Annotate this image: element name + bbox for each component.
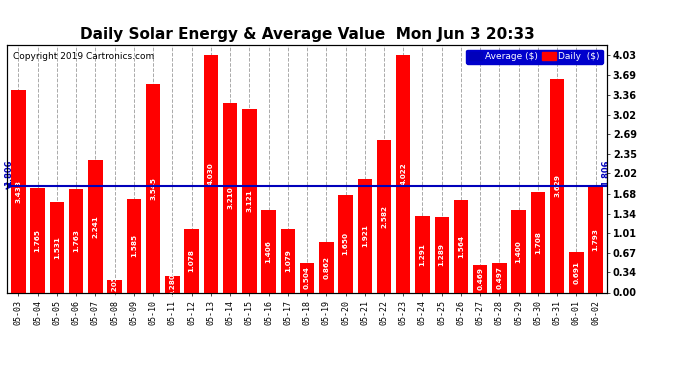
- Text: 3.121: 3.121: [246, 189, 253, 212]
- Bar: [88, 160, 103, 292]
- Bar: [454, 200, 469, 292]
- Text: 3.545: 3.545: [150, 177, 156, 200]
- Bar: [165, 276, 179, 292]
- Bar: [184, 229, 199, 292]
- Bar: [300, 263, 314, 292]
- Text: 1.585: 1.585: [131, 234, 137, 257]
- Text: 1.763: 1.763: [73, 229, 79, 252]
- Bar: [30, 189, 45, 292]
- Text: 1.406: 1.406: [266, 240, 272, 262]
- Text: 3.210: 3.210: [227, 186, 233, 209]
- Title: Daily Solar Energy & Average Value  Mon Jun 3 20:33: Daily Solar Energy & Average Value Mon J…: [79, 27, 535, 42]
- Text: 1.921: 1.921: [362, 225, 368, 248]
- Text: 0.497: 0.497: [496, 266, 502, 289]
- Text: 0.504: 0.504: [304, 266, 310, 289]
- Bar: [531, 192, 545, 292]
- Text: 1.806: 1.806: [601, 160, 610, 186]
- Text: 1.078: 1.078: [188, 249, 195, 272]
- Text: 0.691: 0.691: [573, 261, 580, 284]
- Text: 2.582: 2.582: [381, 205, 387, 228]
- Bar: [127, 199, 141, 292]
- Text: 1.564: 1.564: [458, 235, 464, 258]
- Bar: [262, 210, 276, 292]
- Bar: [511, 210, 526, 292]
- Text: 1.400: 1.400: [515, 240, 522, 262]
- Text: Copyright 2019 Cartronics.com: Copyright 2019 Cartronics.com: [13, 53, 154, 62]
- Bar: [146, 84, 160, 292]
- Text: 1.806: 1.806: [4, 160, 13, 186]
- Text: 1.708: 1.708: [535, 231, 541, 254]
- Bar: [338, 195, 353, 292]
- Bar: [69, 189, 83, 292]
- Bar: [11, 90, 26, 292]
- Text: 1.291: 1.291: [420, 243, 426, 266]
- Text: 1.289: 1.289: [439, 243, 445, 266]
- Text: 0.205: 0.205: [112, 275, 118, 298]
- Bar: [550, 79, 564, 292]
- Bar: [589, 187, 603, 292]
- Bar: [357, 179, 372, 292]
- Bar: [435, 216, 449, 292]
- Text: 1.079: 1.079: [285, 249, 290, 272]
- Text: 4.022: 4.022: [400, 163, 406, 185]
- Text: 0.469: 0.469: [477, 267, 483, 290]
- Text: 1.793: 1.793: [593, 228, 599, 251]
- Text: 0.280: 0.280: [169, 273, 175, 296]
- Text: 2.241: 2.241: [92, 215, 99, 238]
- Bar: [569, 252, 584, 292]
- Legend: Average ($), Daily  ($): Average ($), Daily ($): [466, 50, 602, 64]
- Bar: [319, 242, 333, 292]
- Bar: [396, 56, 411, 292]
- Bar: [50, 202, 64, 292]
- Bar: [204, 55, 218, 292]
- Text: 0.862: 0.862: [324, 256, 329, 279]
- Text: 4.030: 4.030: [208, 162, 214, 185]
- Bar: [223, 104, 237, 292]
- Text: 1.650: 1.650: [342, 232, 348, 255]
- Bar: [377, 140, 391, 292]
- Bar: [492, 263, 506, 292]
- Bar: [108, 280, 122, 292]
- Text: 1.531: 1.531: [54, 236, 60, 259]
- Text: 3.438: 3.438: [15, 180, 21, 203]
- Text: 3.629: 3.629: [554, 174, 560, 197]
- Text: 1.765: 1.765: [34, 229, 41, 252]
- Bar: [473, 265, 487, 292]
- Bar: [415, 216, 430, 292]
- Bar: [242, 109, 257, 292]
- Bar: [281, 229, 295, 292]
